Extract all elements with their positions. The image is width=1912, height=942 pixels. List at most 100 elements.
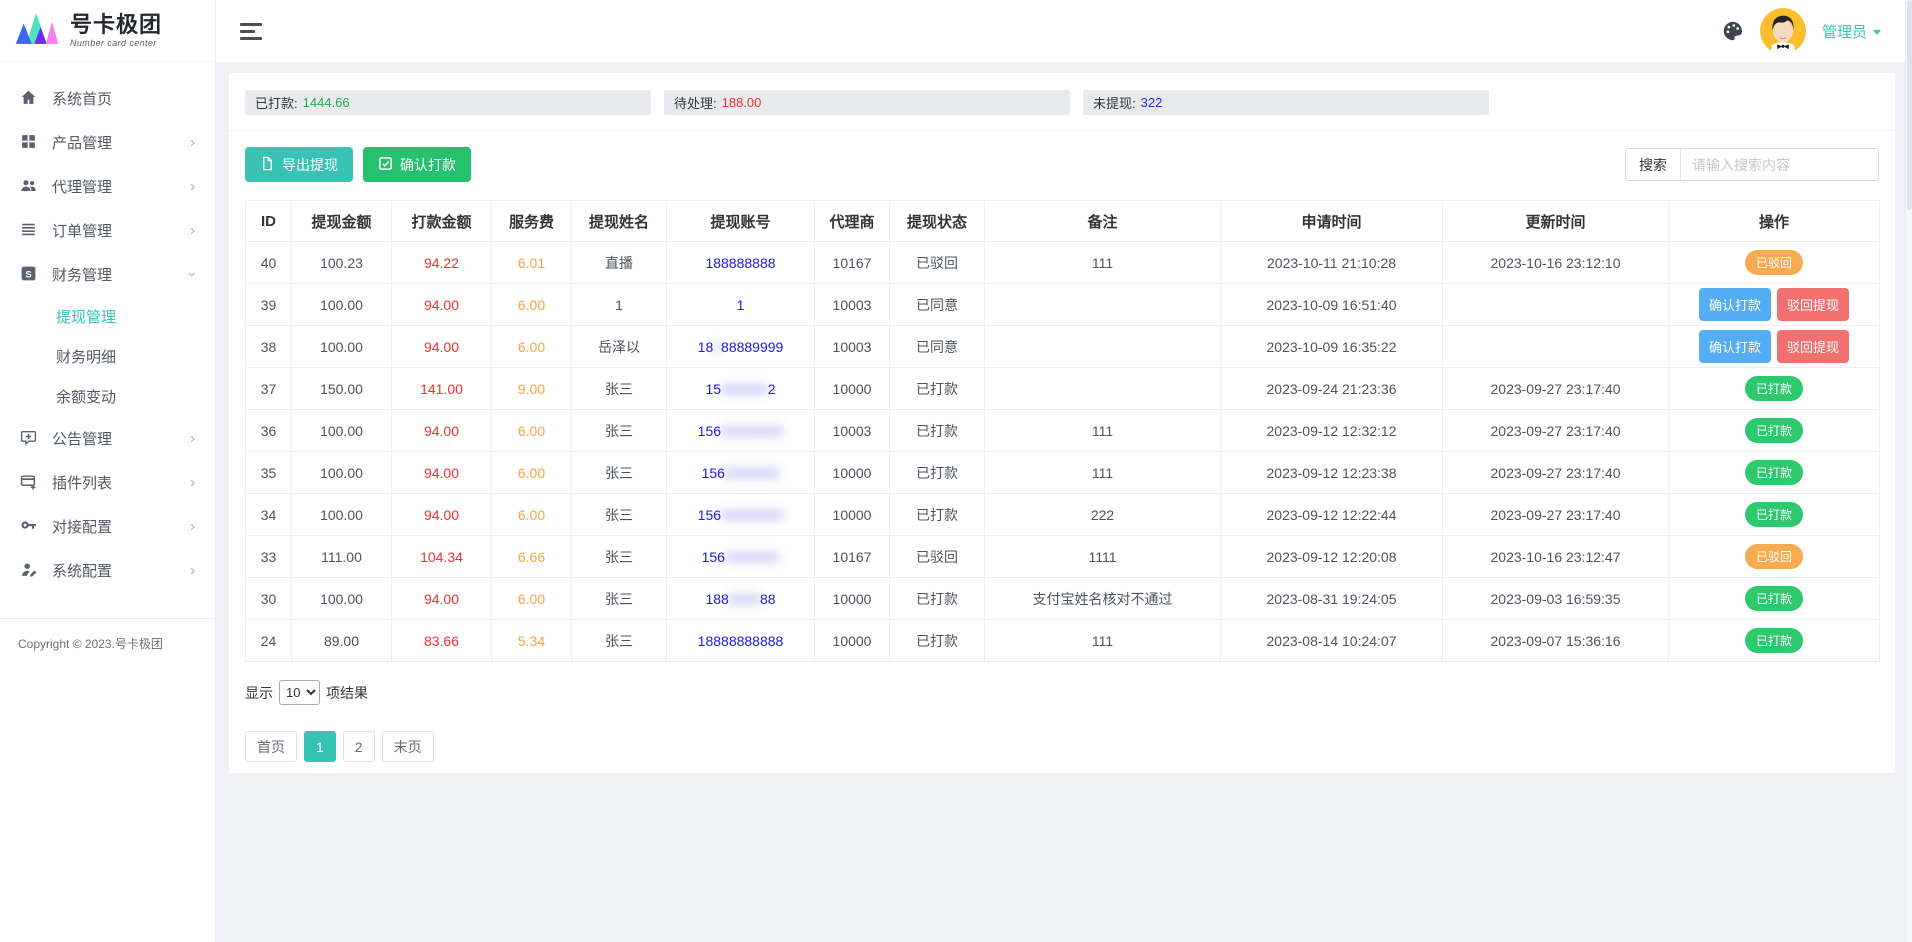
file-export-icon: [260, 156, 275, 174]
cell-service-fee: 9.00: [491, 367, 572, 410]
page-button-1[interactable]: 1: [304, 731, 336, 762]
page-size-select[interactable]: 10: [279, 680, 320, 705]
withdraw-account-link[interactable]: 15688888888: [697, 422, 784, 439]
sidebar-subitem-余额变动[interactable]: 余额变动: [56, 388, 117, 406]
sidebar-item-代理管理[interactable]: 代理管理 ›: [0, 164, 215, 208]
status-badge: 已驳回: [1744, 250, 1803, 275]
cell-updated-time: 2023-09-03 16:59:35: [1442, 577, 1669, 620]
column-header: 代理商: [814, 200, 890, 242]
confirm-payment-row-button[interactable]: 确认打款: [1698, 330, 1771, 363]
sidebar-item-系统配置[interactable]: 系统配置 ›: [0, 548, 215, 592]
user-avatar[interactable]: [1759, 8, 1806, 54]
plugins-icon: [20, 473, 38, 491]
table-row: 24 89.00 83.66 5.34 张三 18888888888 10000 已打款 111…: [245, 619, 1880, 662]
stat-value: 322: [1140, 95, 1163, 110]
cell-agent: 10000: [814, 577, 890, 620]
cell-withdraw-account: 18888889999: [666, 325, 815, 368]
page-button-末页[interactable]: 末页: [381, 731, 434, 762]
stat-box-0: 已打款: 1444.66: [245, 90, 651, 115]
withdraw-account-link[interactable]: 1568888888: [701, 548, 780, 565]
sidebar: 号卡极团 Number card center 系统首页 产品管理 › 代理管理 › 订单…: [0, 0, 216, 942]
cell-service-fee: 6.00: [491, 451, 572, 494]
export-withdrawals-button[interactable]: 导出提现: [245, 147, 353, 182]
withdraw-account-link[interactable]: 158888882: [705, 380, 776, 397]
agents-icon: [20, 177, 38, 195]
sidebar-subitem-财务明细[interactable]: 财务明细: [56, 348, 117, 366]
cell-status: 已打款: [889, 409, 985, 452]
cell-service-fee: 6.00: [491, 325, 572, 368]
column-header: ID: [245, 200, 292, 242]
user-menu[interactable]: 管理员: [1822, 21, 1881, 42]
sidebar-toggle-icon[interactable]: [240, 22, 262, 40]
cell-status: 已同意: [889, 283, 985, 326]
chevron-right-icon: ›: [190, 561, 195, 579]
cell-remark: 111: [984, 451, 1221, 494]
cell-withdraw-amount: 111.00: [291, 535, 392, 578]
cell-remark: 111: [984, 409, 1221, 452]
cell-agent: 10003: [814, 325, 890, 368]
cell-status: 已打款: [889, 577, 985, 620]
page-button-首页[interactable]: 首页: [245, 731, 297, 762]
column-header: 更新时间: [1442, 200, 1669, 242]
scrollbar-thumb[interactable]: [1907, 0, 1912, 210]
cell-pay-amount: 94.22: [391, 241, 492, 284]
withdraw-account-link[interactable]: 188888888: [705, 254, 776, 271]
cell-service-fee: 6.00: [491, 409, 572, 452]
cell-applied-time: 2023-08-31 19:24:05: [1220, 577, 1443, 620]
withdraw-account-link[interactable]: 18888889999: [697, 338, 784, 355]
cell-agent: 10000: [814, 451, 890, 494]
sidebar-item-公告管理[interactable]: 公告管理 ›: [0, 416, 215, 460]
withdraw-account-link[interactable]: 1568888888: [701, 464, 780, 481]
cell-service-fee: 6.00: [491, 493, 572, 536]
table-row: 40 100.23 94.22 6.01 直播 188888888 10167 已驳回 111 2…: [245, 241, 1880, 284]
page-button-2[interactable]: 2: [342, 731, 375, 762]
cell-withdraw-name: 张三: [571, 577, 667, 620]
cell-status: 已打款: [889, 367, 985, 410]
blurred-digits: 8: [713, 338, 722, 355]
sidebar-item-插件列表[interactable]: 插件列表 ›: [0, 460, 215, 504]
cell-service-fee: 6.01: [491, 241, 572, 284]
confirm-payment-row-button[interactable]: 确认打款: [1698, 288, 1771, 321]
search-input[interactable]: [1681, 149, 1878, 180]
sidebar-item-产品管理[interactable]: 产品管理 ›: [0, 120, 215, 164]
cell-withdraw-amount: 100.00: [291, 577, 392, 620]
cell-status: 已打款: [889, 493, 985, 536]
cell-service-fee: 6.00: [491, 577, 572, 620]
theme-palette-icon[interactable]: [1722, 20, 1744, 42]
sidebar-item-财务管理[interactable]: S 财务管理 ›: [0, 252, 215, 296]
cell-applied-time: 2023-09-24 21:23:36: [1220, 367, 1443, 410]
reject-withdrawal-row-button[interactable]: 驳回提现: [1777, 330, 1850, 363]
results-label: 项结果: [326, 684, 368, 701]
status-badge: 已驳回: [1744, 544, 1803, 569]
sidebar-item-对接配置[interactable]: 对接配置 ›: [0, 504, 215, 548]
cell-status: 已驳回: [889, 535, 985, 578]
copyright: Copyright © 2023.号卡极团: [18, 637, 163, 651]
cell-action: 已打款: [1668, 451, 1880, 494]
sidebar-item-系统首页[interactable]: 系统首页: [0, 76, 215, 120]
withdraw-account-link[interactable]: 1: [736, 296, 745, 313]
pagination: 首页 1 2 末页: [229, 705, 1895, 762]
cell-applied-time: 2023-10-09 16:51:40: [1220, 283, 1443, 326]
cell-applied-time: 2023-09-12 12:20:08: [1220, 535, 1443, 578]
cell-updated-time: [1442, 325, 1669, 368]
cell-agent: 10003: [814, 283, 890, 326]
status-badge: 已打款: [1744, 628, 1803, 653]
sidebar-subitem-提现管理[interactable]: 提现管理: [56, 308, 117, 326]
stat-value: 1444.66: [302, 95, 350, 110]
withdraw-account-link[interactable]: 188888888: [705, 590, 776, 607]
brand-subtitle: Number card center: [70, 37, 157, 48]
reject-withdrawal-row-button[interactable]: 驳回提现: [1777, 288, 1850, 321]
cell-withdraw-name: 张三: [571, 409, 667, 452]
sidebar-item-订单管理[interactable]: 订单管理 ›: [0, 208, 215, 252]
withdraw-account-link[interactable]: 18888888888: [697, 632, 784, 649]
system-icon: [20, 561, 38, 579]
table-row: 35 100.00 94.00 6.00 张三 1568888888 10000 已打款 111…: [245, 451, 1880, 494]
cell-withdraw-account: 188888888: [666, 577, 815, 620]
scrollbar[interactable]: [1905, 0, 1912, 942]
withdraw-account-link[interactable]: 15688888888: [697, 506, 784, 523]
cell-status: 已同意: [889, 325, 985, 368]
confirm-payment-button[interactable]: 确认打款: [363, 147, 471, 182]
chevron-right-icon: ›: [190, 473, 195, 491]
cell-status: 已打款: [889, 619, 985, 662]
table-row: 36 100.00 94.00 6.00 张三 15688888888 10003 已打款 11…: [245, 409, 1880, 452]
